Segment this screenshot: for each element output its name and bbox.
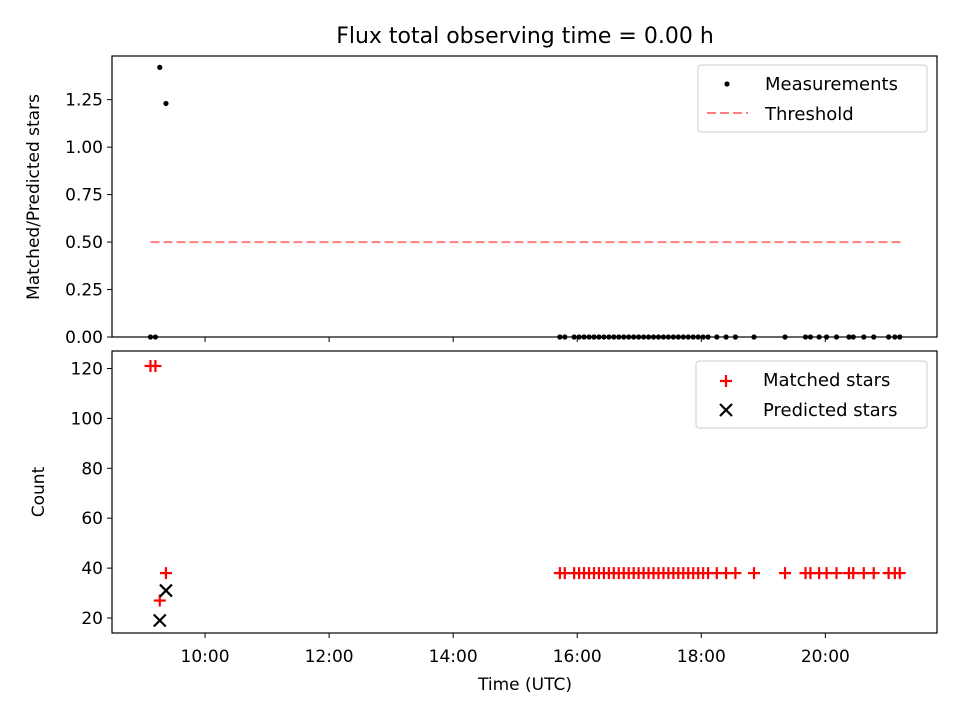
y-tick-label: 60 — [81, 509, 103, 529]
legend-predicted-label: Predicted stars — [763, 400, 897, 421]
y-tick-label: 0.25 — [65, 281, 103, 301]
matched-star-marker — [893, 567, 906, 580]
x-tick-label: 20:00 — [801, 647, 850, 667]
y-tick-label: 100 — [71, 409, 103, 429]
bottom-x-axis-label: Time (UTC) — [477, 675, 572, 695]
matched-star-marker — [830, 567, 843, 580]
bottom-plot-marks — [144, 359, 906, 628]
top-legend: Measurements Threshold — [697, 64, 928, 133]
x-tick-label: 14:00 — [429, 647, 478, 667]
predicted-star-marker — [152, 613, 167, 628]
y-tick-label: 20 — [81, 609, 103, 629]
matched-star-marker — [159, 567, 172, 580]
legend-measurements-label: Measurements — [765, 74, 898, 95]
x-tick-label: 12:00 — [305, 647, 354, 667]
top-chart-title: Flux total observing time = 0.00 h — [336, 24, 714, 49]
bottom-y-axis: 20 40 60 80 100 120 — [71, 359, 112, 629]
matched-star-marker — [779, 567, 792, 580]
matched-star-marker — [748, 567, 761, 580]
legend-threshold-label: Threshold — [764, 104, 854, 125]
top-plot: 0.00 0.25 0.50 0.75 1.00 1.25 Matched/Predict… — [24, 55, 938, 348]
legend-predicted-marker — [719, 403, 733, 417]
top-y-axis-label: Matched/Predicted stars — [24, 94, 44, 300]
bottom-legend-box — [695, 360, 928, 429]
measurement-point — [163, 100, 169, 107]
y-tick-label: 80 — [81, 459, 103, 479]
x-tick-label: 16:00 — [553, 647, 602, 667]
matched-star-marker — [847, 567, 860, 580]
matched-star-marker — [867, 567, 880, 580]
y-tick-label: 40 — [81, 559, 103, 579]
legend-matched-label: Matched stars — [763, 370, 890, 391]
bottom-legend: Matched stars Predicted stars — [695, 360, 928, 429]
y-tick-label: 1.00 — [65, 138, 103, 158]
y-tick-label: 120 — [71, 359, 103, 379]
bottom-y-axis-label: Count — [29, 466, 49, 517]
matched-star-marker — [729, 567, 742, 580]
bottom-plot: 20 40 60 80 100 120 10:00 12:00 14:00 16:00 18:00… — [29, 350, 938, 695]
top-x-axis — [204, 337, 826, 342]
y-tick-label: 0.50 — [65, 233, 103, 253]
y-tick-label: 0.75 — [65, 186, 103, 206]
matched-star-marker — [149, 359, 162, 372]
predicted-star-marker — [159, 583, 173, 598]
y-tick-label: 1.25 — [65, 91, 103, 111]
y-tick-label: 0.00 — [65, 328, 103, 348]
matched-star-marker — [153, 594, 166, 607]
bottom-x-axis: 10:00 12:00 14:00 16:00 18:00 20:00 — [181, 633, 850, 667]
top-y-axis: 0.00 0.25 0.50 0.75 1.00 1.25 — [65, 91, 112, 348]
top-legend-box — [697, 64, 928, 133]
x-tick-label: 18:00 — [677, 647, 726, 667]
x-tick-label: 10:00 — [181, 647, 230, 667]
legend-matched-marker — [720, 375, 732, 387]
legend-measurements-marker — [724, 81, 730, 87]
top-plot-frame — [111, 55, 938, 338]
measurement-point — [157, 64, 163, 70]
bottom-plot-frame — [111, 350, 938, 634]
